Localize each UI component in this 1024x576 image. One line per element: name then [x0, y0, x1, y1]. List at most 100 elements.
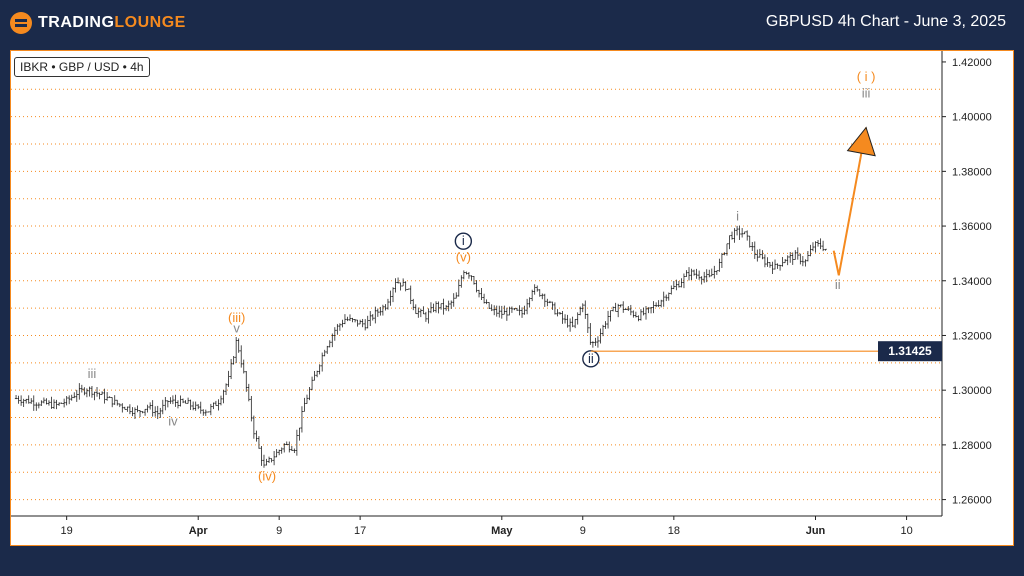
candle — [42, 397, 46, 404]
chart-title: GBPUSD 4h Chart - June 3, 2025 — [765, 13, 1006, 30]
candle — [589, 323, 592, 345]
candle — [662, 291, 665, 307]
candle — [480, 287, 483, 301]
candle — [705, 269, 708, 283]
candle — [285, 441, 288, 446]
candle — [232, 356, 235, 365]
candle — [609, 310, 612, 322]
candle — [776, 263, 779, 269]
grid-lines — [11, 88, 942, 501]
wave-label: ii — [588, 351, 594, 366]
candle — [528, 297, 531, 308]
candle — [723, 252, 726, 256]
candle — [346, 316, 349, 322]
candle — [766, 257, 769, 267]
candle — [93, 391, 96, 401]
candle — [751, 242, 754, 251]
candle — [670, 285, 673, 295]
candle — [462, 270, 466, 280]
wave-label: i — [736, 209, 739, 224]
candle — [652, 301, 655, 314]
candle — [505, 307, 509, 321]
candle — [697, 270, 701, 280]
candle — [396, 277, 400, 284]
candle — [83, 387, 86, 396]
candle — [65, 396, 68, 406]
candle — [148, 402, 152, 410]
candle — [52, 399, 56, 409]
candle — [447, 300, 450, 312]
candle — [95, 387, 99, 397]
candle — [219, 395, 223, 406]
candle — [536, 285, 539, 292]
candle — [283, 443, 286, 453]
candle — [687, 267, 691, 281]
candle — [275, 449, 278, 458]
candle — [399, 282, 402, 291]
candle — [270, 458, 273, 463]
candle — [690, 268, 693, 281]
y-tick-label: 1.26000 — [952, 495, 992, 507]
candle — [412, 298, 415, 311]
candle — [37, 402, 41, 409]
candle — [169, 397, 172, 404]
candle — [110, 397, 114, 408]
candle — [530, 289, 534, 302]
x-tick-label: 10 — [900, 525, 912, 537]
current-price-marker: 1.31425 — [590, 341, 942, 362]
wave-label: ( i ) — [857, 69, 876, 84]
candle — [40, 400, 43, 406]
candle — [78, 383, 81, 400]
candle — [796, 247, 799, 260]
candle — [240, 345, 243, 368]
candle — [341, 319, 344, 328]
candle — [47, 400, 51, 406]
candle — [614, 302, 617, 312]
candle — [809, 244, 812, 257]
candle — [171, 395, 175, 405]
candle — [229, 358, 233, 380]
candle — [781, 257, 784, 267]
candle — [467, 271, 471, 279]
candle — [811, 242, 815, 252]
candle — [824, 248, 827, 251]
candle — [406, 288, 410, 290]
candle — [639, 309, 643, 321]
candle — [439, 303, 443, 310]
x-tick-label: Jun — [806, 525, 826, 537]
candle — [371, 314, 374, 321]
candle — [318, 364, 321, 375]
y-tick-label: 1.34000 — [952, 276, 992, 288]
candle — [791, 252, 794, 265]
candle — [136, 405, 139, 413]
y-tick-label: 1.36000 — [952, 221, 992, 233]
x-tick-label: 19 — [61, 525, 73, 537]
candle — [634, 311, 638, 318]
candle — [348, 314, 352, 321]
y-tick-label: 1.40000 — [952, 112, 992, 124]
candle — [806, 250, 810, 262]
candle — [604, 321, 607, 329]
candle — [17, 395, 20, 404]
candle — [391, 287, 395, 303]
candle — [816, 239, 820, 247]
candle — [482, 293, 486, 304]
candle — [672, 280, 676, 290]
candle — [685, 270, 688, 277]
candle — [151, 400, 154, 417]
candle — [490, 304, 493, 312]
candle — [315, 370, 319, 378]
candle — [692, 269, 696, 276]
candle — [576, 312, 579, 325]
candle — [154, 406, 157, 417]
candle — [313, 371, 316, 381]
candle — [336, 323, 339, 335]
projection-line — [832, 127, 868, 276]
candle — [308, 387, 311, 401]
arrow-head-icon — [846, 126, 876, 157]
candle — [179, 395, 182, 407]
candle — [30, 398, 33, 404]
candle — [485, 299, 488, 305]
candle — [533, 284, 536, 295]
